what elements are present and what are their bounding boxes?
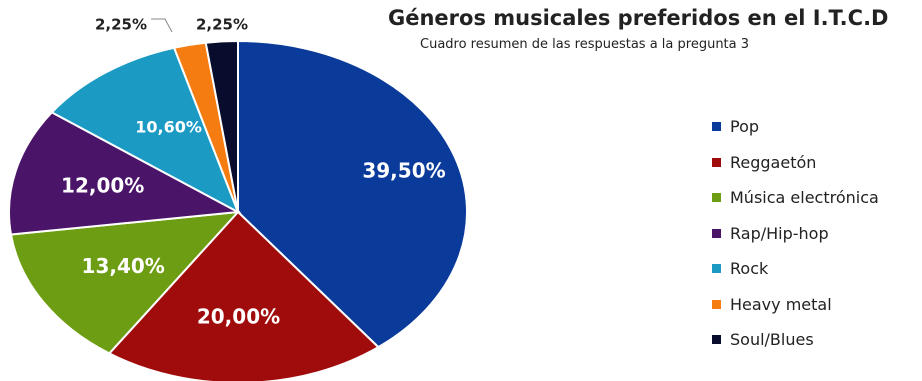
pie-label-heavy-metal: 2,25% <box>95 16 147 34</box>
legend-item-soul-blues: Soul/Blues <box>712 322 922 358</box>
pie-slice-soul-blues <box>204 39 239 213</box>
pie-labels: 39,50% 20,00% 13,40% 12,00% 10,60% 2,25% 2,25% <box>61 16 446 329</box>
legend-item-musica-electronica: Música electrónica <box>712 180 922 216</box>
legend-label: Rock <box>730 259 769 279</box>
legend-item-rock: Rock <box>712 251 922 287</box>
legend-item-heavy-metal: Heavy metal <box>712 287 922 323</box>
legend-label: Pop <box>730 117 760 137</box>
legend-label: Heavy metal <box>730 294 832 314</box>
legend-item-pop: Pop <box>712 109 922 145</box>
chart-title: Géneros musicales preferidos en el I.T.C… <box>388 6 889 30</box>
legend-label: Rap/Hip-hop <box>730 223 829 243</box>
pie-label-musica-electronica: 13,40% <box>82 254 165 278</box>
pie-label-reggaeton: 20,00% <box>197 305 280 329</box>
pie-slice-reggaeton <box>107 210 381 381</box>
legend-label: Soul/Blues <box>730 330 814 350</box>
pie-slice-musica-electronica <box>9 210 241 355</box>
pie-slice-rap-hip-hop <box>8 111 242 236</box>
pie-label-pop: 39,50% <box>362 159 445 183</box>
legend-item-rap-hip-hop: Rap/Hip-hop <box>712 216 922 252</box>
pie-slice-rock <box>50 46 240 215</box>
legend-label: Música electrónica <box>730 188 879 208</box>
pie-slice-pop <box>237 39 469 349</box>
pie-label-soul-blues: 2,25% <box>196 16 248 34</box>
legend-swatch <box>712 335 721 345</box>
legend-swatch <box>712 157 721 167</box>
leader-line-heavy-metal <box>151 18 173 33</box>
pie-slices <box>8 39 469 381</box>
legend-swatch <box>712 264 721 274</box>
legend-swatch <box>712 228 721 238</box>
chart-subtitle: Cuadro resumen de las respuestas a la pr… <box>420 37 750 52</box>
legend-swatch <box>712 193 721 203</box>
legend-label: Reggaetón <box>730 152 817 172</box>
legend-item-reggaeton: Reggaetón <box>712 145 922 181</box>
chart-legend: Pop Reggaetón Música electrónica Rap/Hip-ho… <box>712 109 922 358</box>
legend-swatch <box>712 299 721 309</box>
legend-swatch <box>712 122 721 132</box>
pie-label-rap-hip-hop: 12,00% <box>61 174 144 198</box>
pie-label-rock: 10,60% <box>135 118 202 137</box>
